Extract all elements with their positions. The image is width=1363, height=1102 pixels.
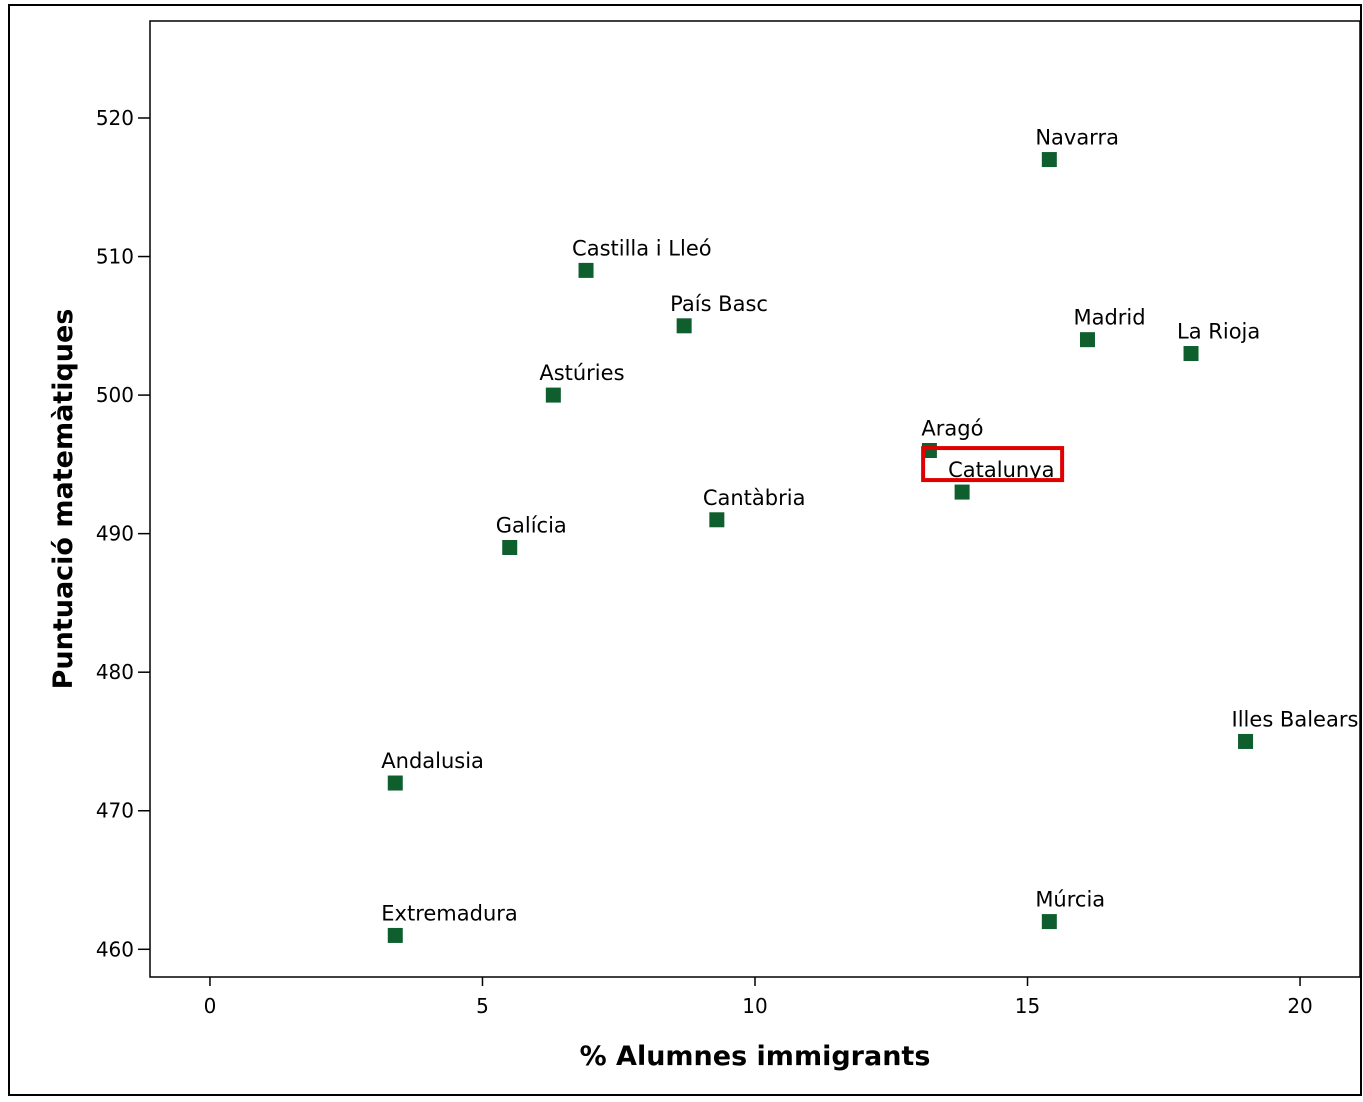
y-tick-label: 460 bbox=[96, 937, 134, 961]
data-point-marker bbox=[953, 483, 971, 501]
x-tick-label: 5 bbox=[476, 994, 489, 1018]
data-point-label: Aragó bbox=[921, 417, 983, 441]
data-point-label: Andalusia bbox=[381, 749, 484, 773]
data-point-marker bbox=[675, 317, 693, 335]
x-axis-title: % Alumnes immigrants bbox=[580, 1041, 931, 1072]
data-point-marker bbox=[577, 261, 595, 279]
y-tick-label: 500 bbox=[96, 383, 134, 407]
x-tick-label: 0 bbox=[204, 994, 217, 1018]
data-point-marker bbox=[1040, 151, 1058, 169]
data-point-marker bbox=[501, 538, 519, 556]
data-point-marker bbox=[1078, 331, 1096, 349]
x-tick-label: 20 bbox=[1287, 994, 1312, 1018]
y-axis-title: Puntuació matemàtiques bbox=[48, 309, 79, 690]
y-tick-label: 520 bbox=[96, 106, 134, 130]
data-point-label: Navarra bbox=[1035, 126, 1119, 150]
data-point-marker bbox=[708, 511, 726, 529]
data-point-marker bbox=[544, 386, 562, 404]
data-point-label: Galícia bbox=[496, 513, 567, 537]
data-point-label: País Basc bbox=[670, 292, 768, 316]
data-point-marker bbox=[1237, 732, 1255, 750]
data-point-marker bbox=[1040, 913, 1058, 931]
y-tick-label: 470 bbox=[96, 799, 134, 823]
data-point-label: La Rioja bbox=[1177, 320, 1260, 344]
data-point-label: Castilla i Lleó bbox=[572, 236, 712, 260]
highlight-layer bbox=[921, 446, 1065, 483]
data-point-marker bbox=[386, 926, 404, 944]
y-tick-label: 490 bbox=[96, 522, 134, 546]
data-point-label: Illes Balears bbox=[1232, 707, 1359, 731]
point-labels: Navarra Castilla i Lleó País Basc Madrid La … bbox=[381, 126, 1358, 926]
data-point-marker bbox=[386, 774, 404, 792]
x-tick-label: 10 bbox=[742, 994, 767, 1018]
highlight-box bbox=[921, 446, 1065, 483]
data-point-label: Extremadura bbox=[381, 901, 518, 925]
data-point-label: Cantàbria bbox=[703, 486, 806, 510]
data-point-label: Múrcia bbox=[1035, 888, 1105, 912]
data-point-marker bbox=[1182, 345, 1200, 363]
plot-area bbox=[149, 20, 1361, 978]
y-tick-label: 510 bbox=[96, 245, 134, 269]
data-point-label: Madrid bbox=[1073, 306, 1145, 330]
data-point-label: Astúries bbox=[539, 361, 624, 385]
x-tick-label: 15 bbox=[1015, 994, 1040, 1018]
y-tick-label: 480 bbox=[96, 660, 134, 684]
